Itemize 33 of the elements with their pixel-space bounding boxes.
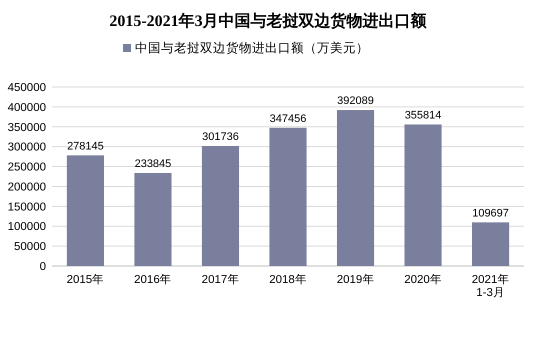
- x-tick-label: 2018年: [269, 273, 307, 286]
- bar: [66, 155, 104, 266]
- y-tick-label: 250000: [8, 162, 46, 174]
- y-tick-label: 450000: [8, 82, 46, 94]
- y-tick-label: 400000: [8, 102, 46, 114]
- data-label: 347456: [270, 112, 306, 125]
- y-tick-label: 0: [40, 261, 46, 274]
- legend-label: 中国与老挝双边货物进出口额（万美元）: [135, 40, 369, 55]
- x-tick-label: 2020年: [404, 273, 442, 286]
- data-label: 355814: [404, 109, 442, 122]
- y-tick-label: 150000: [8, 201, 46, 214]
- bar: [269, 128, 307, 266]
- bar: [336, 110, 374, 266]
- data-label: 392089: [337, 95, 374, 108]
- bar: [134, 172, 172, 266]
- x-tick-label: 2017年: [202, 273, 240, 286]
- x-tick-label: 2021年 1-3月: [472, 273, 510, 299]
- x-tick-label: 2015年: [66, 273, 104, 286]
- data-label: 278145: [67, 140, 104, 152]
- bar: [404, 124, 442, 266]
- y-tick-label: 100000: [8, 221, 46, 234]
- data-label: 301736: [202, 130, 239, 143]
- chart-title: 2015-2021年3月中国与老挝双边货物进出口额: [109, 12, 428, 30]
- y-tick-label: 350000: [8, 122, 46, 134]
- data-label: 109697: [472, 207, 509, 220]
- y-tick-label: 200000: [8, 181, 46, 194]
- bar: [202, 146, 240, 266]
- y-tick-label: 50000: [14, 241, 46, 254]
- y-tick-label: 300000: [8, 142, 46, 154]
- data-label: 233845: [134, 158, 172, 170]
- x-tick-label: 2016年: [134, 273, 172, 286]
- x-tick-label: 2019年: [336, 273, 374, 286]
- bar: [472, 222, 510, 266]
